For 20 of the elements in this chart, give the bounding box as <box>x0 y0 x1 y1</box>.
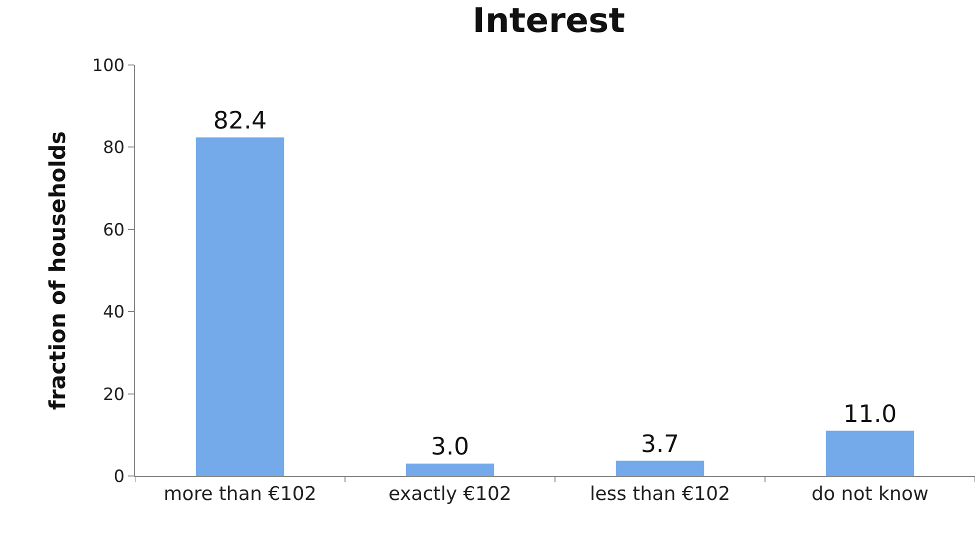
y-tick-label: 80 <box>102 138 125 158</box>
x-tick-label: exactly €102 <box>388 482 512 505</box>
y-tick-label: 0 <box>114 466 125 487</box>
y-axis-title: fraction of households <box>46 131 71 410</box>
data-label: 3.0 <box>430 432 470 461</box>
chart-title: Interest <box>472 0 626 41</box>
bar <box>406 464 494 476</box>
y-tick-label: 20 <box>102 384 125 405</box>
y-tick-label: 40 <box>102 302 125 323</box>
bar <box>616 460 704 476</box>
bar <box>826 430 914 476</box>
bar <box>196 137 284 476</box>
data-label: 11.0 <box>843 400 897 428</box>
y-tick-label: 100 <box>92 56 125 76</box>
x-tick-label: do not know <box>811 482 929 505</box>
y-tick-label: 60 <box>102 220 125 240</box>
x-tick-label: less than €102 <box>590 482 730 505</box>
data-label: 3.7 <box>640 430 680 458</box>
x-tick-label: more than €102 <box>164 482 316 505</box>
data-label: 82.4 <box>213 106 267 134</box>
